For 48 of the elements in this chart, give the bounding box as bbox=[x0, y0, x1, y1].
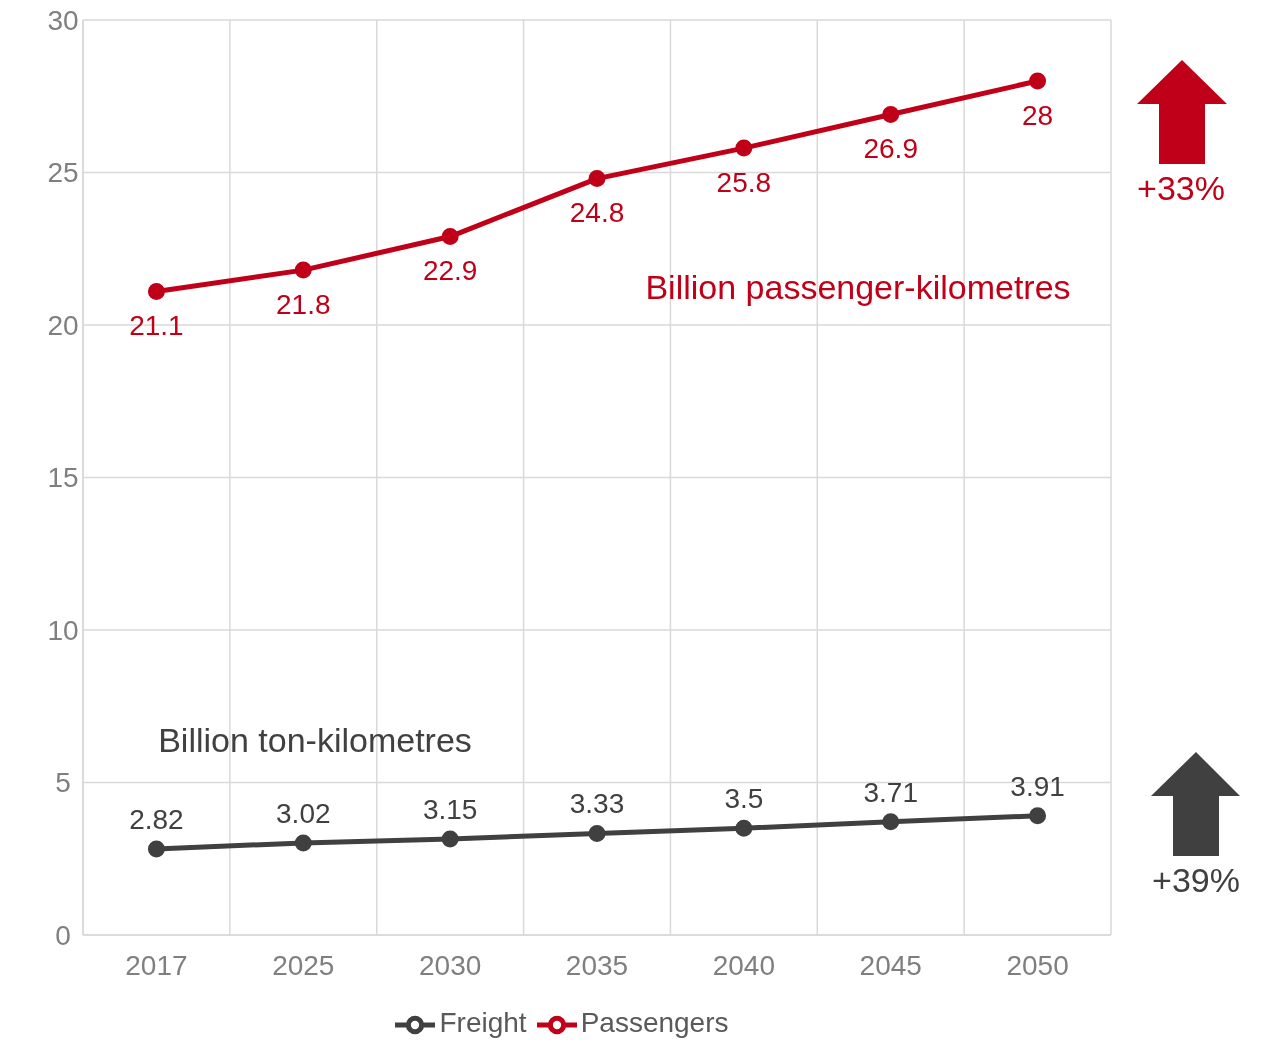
data-label: 3.91 bbox=[1010, 770, 1065, 802]
x-tick-label: 2030 bbox=[418, 949, 482, 981]
data-label: 26.9 bbox=[863, 133, 918, 165]
x-tick-label: 2040 bbox=[712, 949, 776, 981]
point bbox=[735, 139, 753, 157]
point bbox=[882, 813, 900, 831]
point bbox=[588, 824, 606, 842]
y-tick-label: 25 bbox=[47, 157, 79, 189]
x-tick-label: 2045 bbox=[859, 949, 922, 981]
data-label: 24.8 bbox=[569, 197, 625, 229]
y-tick-label: 30 bbox=[47, 4, 79, 36]
data-label: 22.9 bbox=[422, 255, 478, 287]
point bbox=[294, 261, 312, 279]
point bbox=[147, 282, 165, 300]
legend-label: Passengers bbox=[580, 1007, 729, 1039]
y-tick-label: 15 bbox=[47, 462, 79, 494]
x-tick-label: 2025 bbox=[272, 949, 335, 981]
data-label: 25.8 bbox=[716, 166, 772, 198]
point bbox=[735, 819, 753, 837]
y-tick-label: 5 bbox=[55, 767, 71, 799]
y-tick-label: 20 bbox=[47, 309, 79, 341]
data-label: 2.82 bbox=[129, 803, 184, 835]
point bbox=[441, 228, 459, 246]
annotation: Billion passenger-kilometres bbox=[645, 268, 1071, 306]
data-label: 3.33 bbox=[569, 788, 625, 820]
data-label: 21.1 bbox=[129, 310, 184, 342]
y-tick-label: 0 bbox=[55, 919, 71, 951]
data-label: 28 bbox=[1021, 99, 1054, 131]
data-label: 3.02 bbox=[276, 797, 331, 829]
point bbox=[1029, 807, 1047, 825]
point bbox=[882, 106, 900, 124]
point bbox=[441, 830, 459, 848]
text: +39% bbox=[1152, 861, 1240, 899]
point bbox=[1029, 72, 1047, 90]
x-tick-label: 2035 bbox=[565, 949, 629, 981]
x-tick-label: 2050 bbox=[1006, 949, 1069, 981]
data-label: 3.71 bbox=[863, 776, 918, 808]
point bbox=[588, 170, 606, 188]
data-label: 3.5 bbox=[724, 783, 764, 815]
point bbox=[294, 834, 312, 852]
point bbox=[147, 840, 165, 858]
x-tick-label: 2017 bbox=[125, 949, 188, 981]
data-label: 3.15 bbox=[422, 793, 478, 825]
data-label: 21.8 bbox=[276, 288, 331, 320]
y-tick-label: 10 bbox=[47, 614, 79, 646]
annotation: Billion ton-kilometres bbox=[158, 721, 472, 759]
text: +33% bbox=[1137, 169, 1225, 207]
legend-label: Freight bbox=[439, 1007, 527, 1039]
